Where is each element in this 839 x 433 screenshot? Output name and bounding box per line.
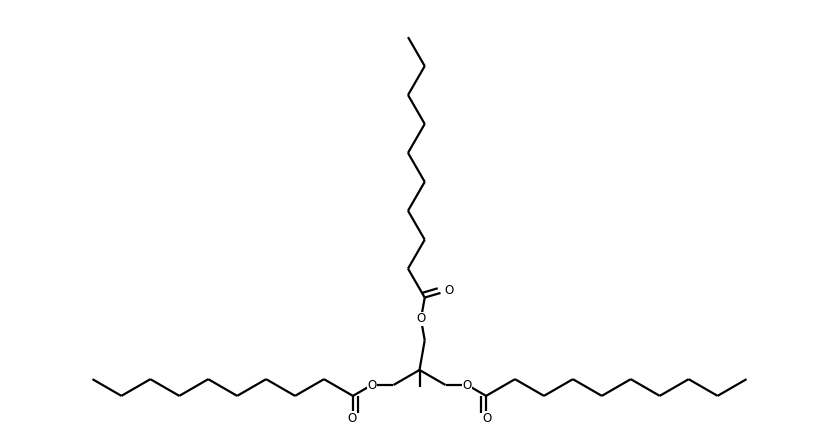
Text: O: O xyxy=(462,378,472,391)
Text: O: O xyxy=(444,284,454,297)
Text: O: O xyxy=(367,378,377,391)
Text: O: O xyxy=(347,412,357,425)
Text: O: O xyxy=(416,313,425,326)
Text: O: O xyxy=(482,412,492,425)
